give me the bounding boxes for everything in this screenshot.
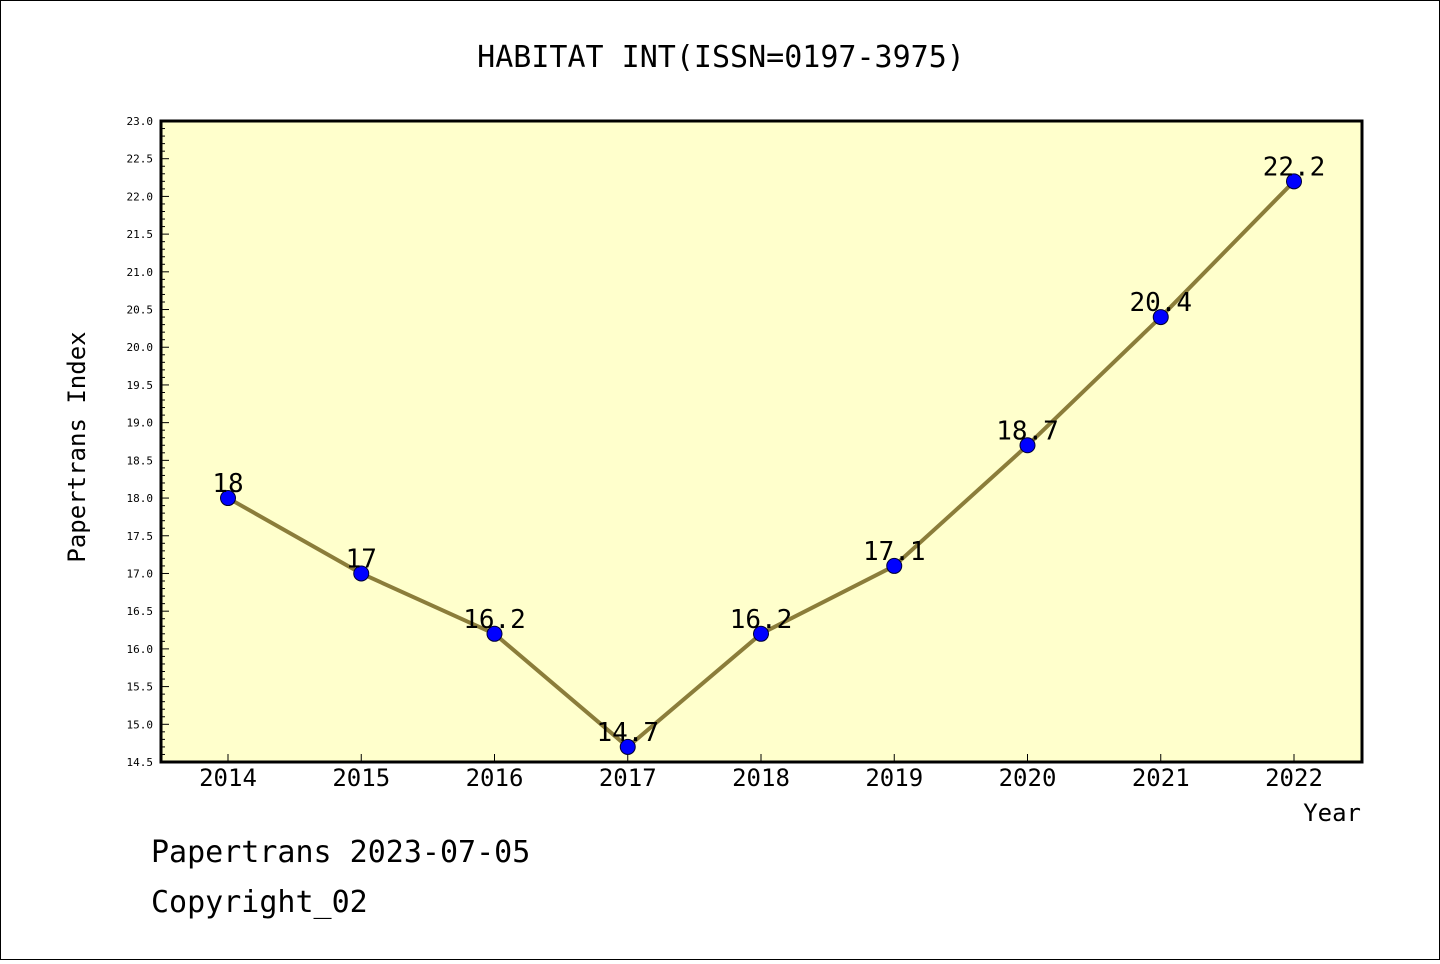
footer-date: Papertrans 2023-07-05 <box>151 835 531 870</box>
x-tick-label: 2020 <box>999 764 1057 792</box>
y-tick-label: 20.5 <box>127 304 154 317</box>
data-point <box>220 490 236 507</box>
y-tick-label: 22.0 <box>127 190 154 203</box>
x-tick-label: 2018 <box>732 764 790 792</box>
y-tick-label: 14.5 <box>127 756 154 769</box>
x-tick-label: 2022 <box>1265 764 1323 792</box>
x-tick-label: 2019 <box>865 764 923 792</box>
data-point <box>1286 173 1302 190</box>
y-tick-label: 18.5 <box>127 454 154 467</box>
y-tick-label: 19.5 <box>127 379 154 392</box>
y-tick-label: 16.0 <box>127 643 154 656</box>
data-label: 17 <box>346 544 377 574</box>
footer-copyright: Copyright_02 <box>151 885 368 920</box>
data-label: 17.1 <box>863 537 926 567</box>
data-point <box>353 565 370 582</box>
y-tick-label: 21.0 <box>127 266 154 279</box>
data-label: 14.7 <box>596 718 659 748</box>
data-point <box>486 625 503 642</box>
data-label: 22.2 <box>1263 152 1326 182</box>
y-tick-label: 15.5 <box>127 681 154 694</box>
data-point <box>753 625 769 642</box>
data-label: 18.7 <box>996 416 1059 446</box>
y-tick-label: 23.0 <box>127 115 154 128</box>
y-tick-label: 21.5 <box>127 228 154 241</box>
chart-title: HABITAT INT(ISSN=0197-3975) <box>477 40 965 75</box>
x-tick-label: 2017 <box>599 764 657 792</box>
y-tick-label: 17.5 <box>127 530 154 543</box>
data-point <box>1019 437 1036 454</box>
y-tick-label: 18.0 <box>127 492 154 505</box>
y-tick-label: 19.0 <box>127 417 154 430</box>
data-label: 16.2 <box>730 605 793 635</box>
data-label: 18 <box>212 469 243 499</box>
plot-area <box>159 119 1364 764</box>
data-point <box>886 557 903 574</box>
y-axis-label: Papertrans Index <box>63 331 91 562</box>
x-tick-label: 2014 <box>199 764 257 792</box>
x-tick-label: 2016 <box>466 764 524 792</box>
x-axis-label: Year <box>1303 799 1361 827</box>
x-tick-label: 2021 <box>1132 764 1190 792</box>
y-axis-ticks: 14.5 15.0 15.5 16.0 16.5 17.0 17.5 18.0 18.5 19.0… <box>127 115 169 769</box>
data-label: 20.4 <box>1129 288 1192 318</box>
data-point <box>619 738 636 755</box>
y-tick-label: 20.0 <box>127 341 154 354</box>
x-axis-ticks: 2014 2015 2016 2017 2018 2019 2020 2021 2022 <box>199 754 1323 792</box>
y-tick-label: 15.0 <box>127 718 154 731</box>
y-tick-label: 22.5 <box>127 153 154 166</box>
data-label: 16.2 <box>463 605 526 635</box>
series-group: 18 17 16.2 14.7 16.2 17.1 18.7 20.4 22.2 <box>212 152 1326 755</box>
y-tick-label: 17.0 <box>127 567 154 580</box>
x-tick-label: 2015 <box>332 764 390 792</box>
y-tick-label: 16.5 <box>127 605 154 618</box>
data-point <box>1152 309 1169 326</box>
